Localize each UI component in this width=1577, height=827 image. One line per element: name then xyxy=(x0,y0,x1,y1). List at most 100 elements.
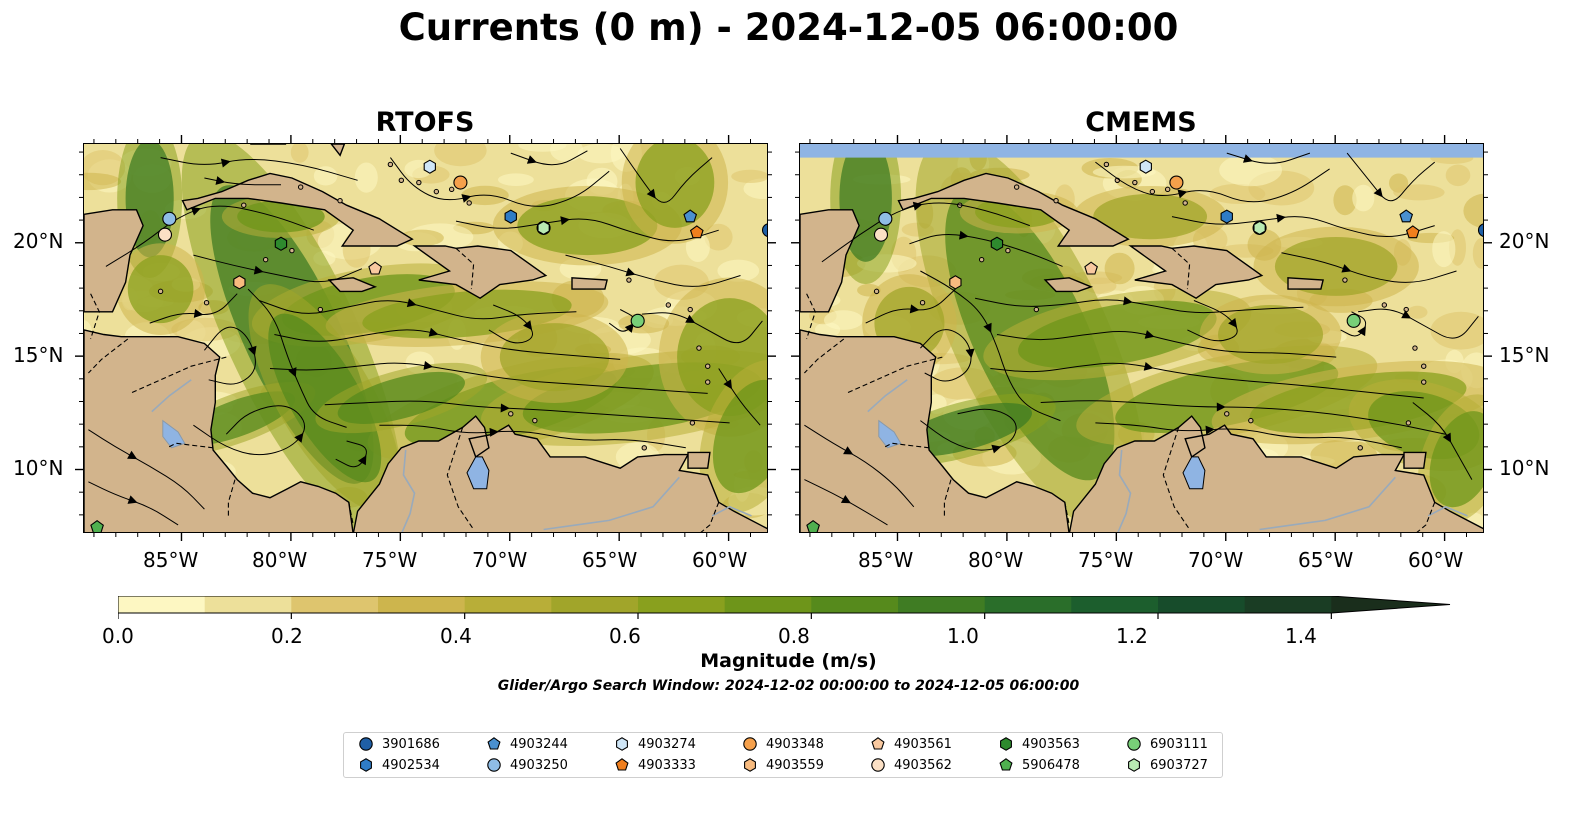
land-jamaica xyxy=(1043,277,1094,293)
platform-3901686 xyxy=(1477,223,1483,237)
land-central-america xyxy=(800,329,1070,532)
legend-marker-4903562 xyxy=(871,758,885,772)
river xyxy=(1259,476,1396,531)
platform-legend: 3901686 4902534 4903244 4903250 4903274 49033… xyxy=(343,732,1223,778)
platform-4903562 xyxy=(157,227,173,242)
legend-label: 4902534 xyxy=(382,757,440,773)
island xyxy=(1224,411,1230,417)
streamline xyxy=(974,297,1304,314)
legend-item: 4903559 xyxy=(742,757,824,773)
flow-arrow xyxy=(1177,189,1188,199)
island xyxy=(1013,184,1020,190)
flow-arrow xyxy=(909,304,920,314)
flow-arrow xyxy=(624,323,634,333)
island xyxy=(466,200,472,206)
streamlines xyxy=(804,152,1479,526)
flow-arrow xyxy=(193,309,204,318)
legend-marker-4902534 xyxy=(360,758,372,772)
platform-4902534 xyxy=(504,209,517,224)
lat-tick-label: 20°N xyxy=(13,229,64,253)
legend-marker-4903561 xyxy=(871,737,885,750)
island xyxy=(289,247,295,254)
legend-label: 4903559 xyxy=(766,757,824,773)
country-border xyxy=(166,442,214,449)
colorbar-segment xyxy=(638,596,726,613)
platform-4903563 xyxy=(990,236,1004,251)
streamline xyxy=(324,400,730,424)
island xyxy=(241,202,247,208)
island xyxy=(317,306,324,313)
figure-title: Currents (0 m) - 2024-12-05 06:00:00 xyxy=(398,6,1179,49)
island xyxy=(1103,161,1110,168)
flow-arrow xyxy=(526,155,537,164)
streamline xyxy=(1040,400,1446,435)
land-cuba xyxy=(181,172,414,247)
flow-arrow xyxy=(912,201,923,211)
lake-maracaibo xyxy=(466,456,490,490)
streamline xyxy=(1412,402,1473,480)
country-border xyxy=(804,338,845,374)
lon-tick-label: 80°W xyxy=(968,548,1024,572)
island xyxy=(696,345,702,351)
lat-tick-label: 15°N xyxy=(13,343,64,367)
streamline xyxy=(865,288,956,324)
lake-nicaragua xyxy=(878,419,902,449)
platform-4903333 xyxy=(1405,225,1420,239)
country-border xyxy=(1064,502,1070,526)
land-jamaica xyxy=(327,277,378,293)
legend-label: 3901686 xyxy=(382,736,440,752)
country-border xyxy=(348,502,354,526)
colorbar-extend-arrow xyxy=(1331,596,1450,613)
colorbar-segment xyxy=(118,596,206,613)
island xyxy=(398,177,405,183)
platform-4902534 xyxy=(1220,209,1233,224)
colorbar-segment xyxy=(898,596,986,613)
colorbar-segment xyxy=(1158,596,1246,613)
flow-arrow xyxy=(1205,425,1215,435)
flow-arrow xyxy=(406,298,417,308)
island xyxy=(1342,277,1348,283)
legend-item: 4903250 xyxy=(486,757,568,773)
platform-6903111 xyxy=(1346,313,1361,328)
lat-tick-label: 10°N xyxy=(13,456,64,480)
country-border xyxy=(845,356,943,394)
island xyxy=(873,288,880,295)
island xyxy=(1149,188,1156,195)
flow-arrow xyxy=(625,267,636,277)
streamline xyxy=(821,202,1030,263)
flow-arrow xyxy=(500,403,510,413)
colorbar-tick-label: 0.2 xyxy=(271,624,303,648)
colorbar-tick-label: 0.8 xyxy=(778,624,810,648)
country-border xyxy=(700,502,720,532)
platform-4903244 xyxy=(1399,209,1414,223)
flow-arrow xyxy=(959,230,969,240)
streamline xyxy=(193,405,305,456)
legend-item: 4902534 xyxy=(358,757,440,773)
island xyxy=(433,188,440,195)
legend-marker-4903348 xyxy=(743,737,757,751)
island xyxy=(1421,379,1427,385)
island xyxy=(978,256,985,263)
land-cuba xyxy=(897,172,1130,247)
colorbar xyxy=(117,595,1458,652)
flow-arrow xyxy=(127,495,138,504)
legend-marker-6903111 xyxy=(1127,737,1141,751)
island xyxy=(641,445,647,451)
legend-marker-5906478 xyxy=(999,758,1013,771)
streamline xyxy=(920,329,972,382)
colorbar-outline xyxy=(1331,595,1451,614)
island xyxy=(297,184,304,190)
flow-arrow xyxy=(1123,296,1133,306)
no-data-band xyxy=(800,144,1483,158)
colorbar-tick-label: 1.2 xyxy=(1116,624,1148,648)
country-border xyxy=(1171,247,1191,290)
river xyxy=(711,505,752,517)
legend-marker-4903559 xyxy=(744,758,756,772)
legend-item: 5906478 xyxy=(998,757,1080,773)
colorbar-segment xyxy=(1244,596,1332,613)
country-border xyxy=(943,479,952,516)
flow-arrow xyxy=(840,495,851,504)
platform-4903559 xyxy=(233,275,246,290)
legend-label: 6903727 xyxy=(1150,757,1208,773)
legend-label: 4903348 xyxy=(766,736,824,752)
